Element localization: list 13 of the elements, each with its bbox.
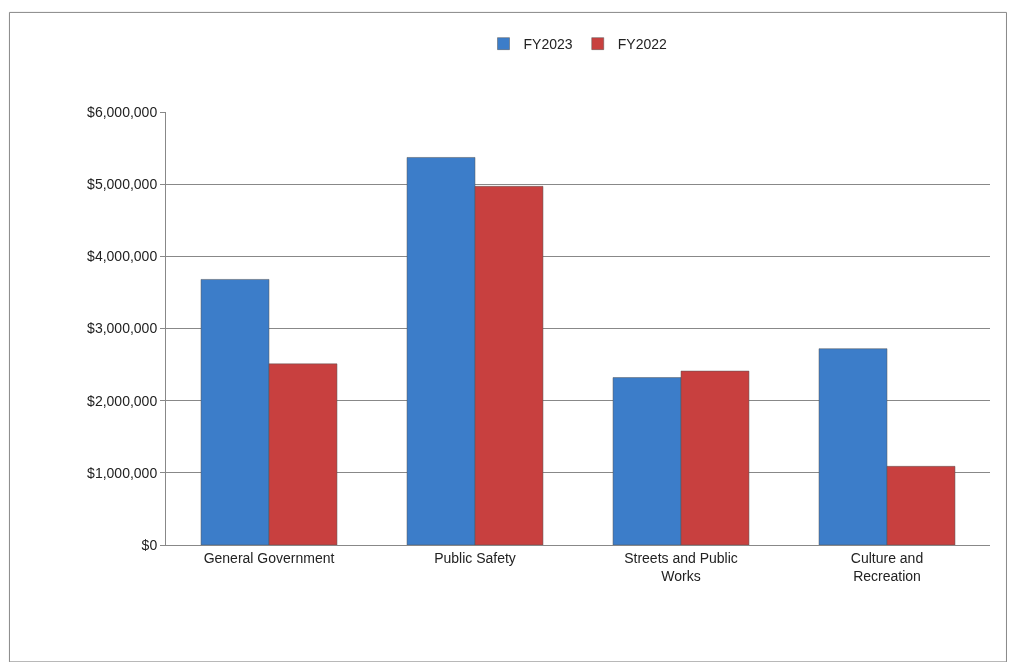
y-tick-label: $5,000,000 (87, 176, 158, 193)
y-tick-label: $6,000,000 (87, 103, 158, 120)
y-tick-label: $2,000,000 (87, 392, 158, 409)
legend-label: FY2022 (617, 36, 667, 53)
x-tick-label: General Government (203, 549, 335, 566)
x-tick-label: Culture and Recreation (850, 549, 924, 584)
y-tick-label: $3,000,000 (87, 320, 158, 337)
y-tick-label: $1,000,000 (87, 464, 158, 481)
x-tick-label: Public Safety (434, 549, 516, 566)
y-tick-label: $4,000,000 (87, 248, 158, 265)
y-tick-label: $0 (141, 536, 158, 553)
x-tick-label: Streets and Public Works (624, 549, 738, 584)
legend-label: FY2023 (523, 36, 573, 53)
